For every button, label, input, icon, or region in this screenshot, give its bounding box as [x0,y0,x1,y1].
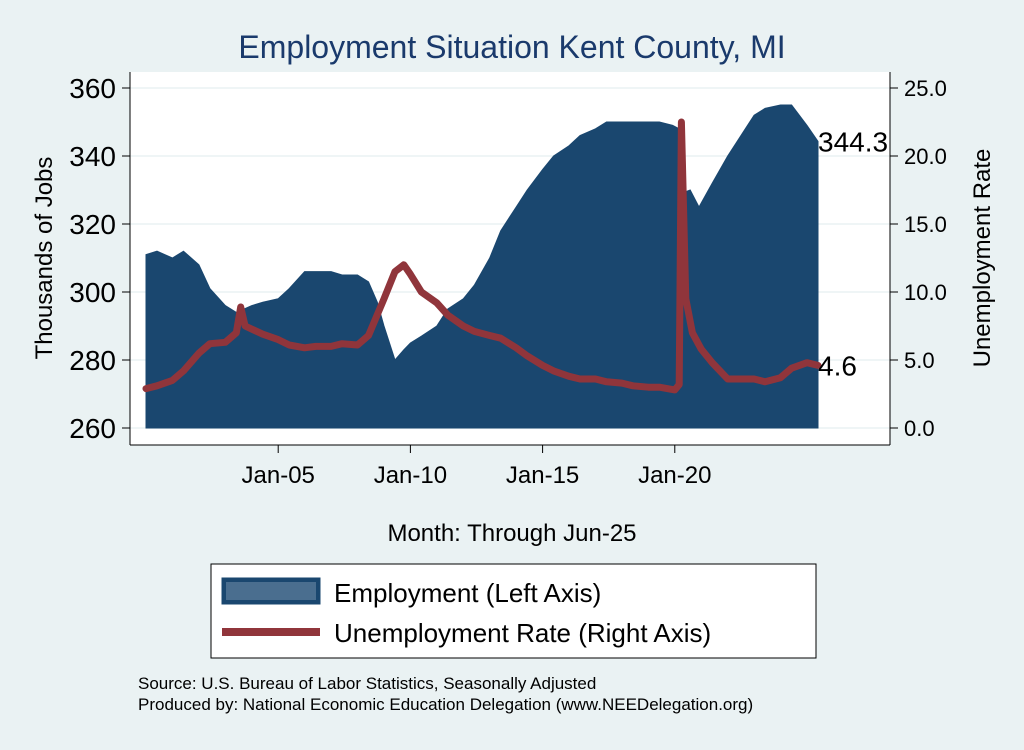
source-note: Source: U.S. Bureau of Labor Statistics,… [138,674,596,693]
chart-title: Employment Situation Kent County, MI [238,29,785,65]
unemployment-end-label: 4.6 [818,350,857,381]
legend-employment-label: Employment (Left Axis) [334,578,601,608]
y-left-tick-label: 340 [69,141,116,172]
y-axis-left-label: Thousands of Jobs [31,157,58,360]
employment-end-label: 344.3 [818,126,888,157]
legend-employment-swatch-inner [226,582,316,600]
y-right-tick-label: 5.0 [904,348,935,373]
y-left-tick-label: 320 [69,209,116,240]
legend-unemployment-label: Unemployment Rate (Right Axis) [334,618,711,648]
unemployment-line-layer [142,118,822,394]
y-axis-right-label: Unemployment Rate [969,149,996,368]
y-right-tick-label: 25.0 [904,76,947,101]
x-tick-label: Jan-20 [638,462,711,489]
x-tick-label: Jan-05 [242,462,315,489]
x-axis-label: Month: Through Jun-25 [387,520,636,547]
x-tick-label: Jan-15 [506,462,579,489]
left-axis-ticks: 260 280 300 320 340 360 [69,73,130,444]
unemployment-line [142,118,822,394]
y-right-tick-label: 15.0 [904,212,947,237]
y-right-tick-label: 0.0 [904,416,935,441]
y-right-tick-label: 20.0 [904,144,947,169]
x-tick-label: Jan-10 [374,462,447,489]
right-axis-ticks: 0.0 5.0 10.0 15.0 20.0 25.0 [890,76,947,441]
y-left-tick-label: 260 [69,413,116,444]
y-left-tick-label: 300 [69,277,116,308]
y-right-tick-label: 10.0 [904,280,947,305]
produced-by-note: Produced by: National Economic Education… [138,695,753,714]
y-left-tick-label: 280 [69,345,116,376]
y-left-tick-label: 360 [69,73,116,104]
x-axis-ticks: Jan-05 Jan-10 Jan-15 Jan-20 [242,445,711,489]
